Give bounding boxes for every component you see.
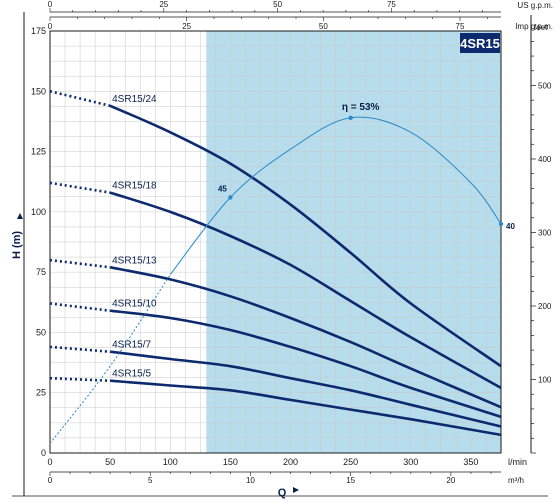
us-gpm-axis-tick-label: 75	[387, 0, 396, 9]
efficiency-peak-label: η = 53%	[342, 102, 380, 113]
y2-tick-label: 300	[538, 228, 552, 237]
head-curve-dashed	[49, 258, 111, 269]
curve-label: 4SR15/10	[112, 299, 157, 310]
y2-tick-label: 200	[538, 302, 552, 311]
head-curve-dashed	[49, 302, 111, 312]
x-tick-label: 300	[403, 457, 418, 467]
curve-label: 4SR15/18	[112, 181, 157, 192]
m3h-tick-label: 0	[48, 476, 53, 485]
imp-gpm-axis-tick-label: 75	[456, 22, 465, 31]
x-tick-label: 150	[223, 457, 238, 467]
m3h-tick-label: 10	[246, 476, 255, 485]
curve-label: 4SR15/5	[112, 369, 151, 380]
head-curve-4sr15-24	[109, 104, 502, 368]
y-tick-label: 150	[31, 86, 46, 96]
imp-gpm-axis-tick-label: 25	[182, 22, 191, 31]
curve-label: 4SR15/13	[112, 255, 157, 266]
m3h-axis-unit: m³/h	[508, 476, 524, 485]
efficiency-curve-group: 45 40 η = 53%	[49, 102, 515, 444]
x-tick-label: 350	[463, 457, 478, 467]
head-curve-4sr15-5	[109, 379, 502, 437]
imp-gpm-axis-tick-label: 0	[48, 22, 53, 31]
head-curve-4sr15-7	[109, 350, 502, 428]
model-badge: 4SR15	[460, 33, 500, 53]
m3h-tick-label: 5	[148, 476, 153, 485]
head-curve-4sr15-18	[109, 191, 502, 390]
x-tick-label: 50	[105, 457, 115, 467]
m3h-tick-label: 20	[446, 476, 455, 485]
y-tick-label: 100	[31, 207, 46, 217]
imp-gpm-axis-tick-label: 50	[319, 22, 328, 31]
y2-axis: 100 200 300 400 500 feet	[530, 15, 552, 454]
y-axis-arrow-icon	[17, 213, 23, 219]
imp-gpm-axis-unit: Imp g.p.m.	[515, 22, 553, 31]
y-tick-label: 75	[36, 267, 46, 277]
head-curve-4sr15-10	[109, 309, 502, 419]
x-axis-unit: l/min	[508, 457, 527, 467]
head-curves: 4SR15/24 4SR15/18 4SR15/13 4SR15/10 4SR15/7 4…	[49, 90, 502, 437]
head-curve-dashed	[49, 345, 111, 353]
y-tick-label: 0	[41, 448, 46, 458]
efficiency-point	[228, 195, 233, 200]
y-tick-label: 50	[36, 327, 46, 337]
x-tick-label: 100	[163, 457, 178, 467]
y-tick-label: 25	[36, 388, 46, 398]
x-tick-label: 200	[283, 457, 298, 467]
efficiency-curve-dashed	[49, 274, 171, 444]
efficiency-peak-point	[348, 115, 353, 121]
us-gpm-axis-unit: US g.p.m.	[517, 1, 553, 10]
y-tick-label: 125	[31, 147, 46, 157]
head-curve-dashed	[49, 181, 111, 194]
y-tick-label: 175	[31, 26, 46, 36]
us-gpm-axis-tick-label: 50	[273, 0, 282, 9]
m3h-tick-label: 15	[346, 476, 355, 485]
efficiency-point-label: 45	[218, 184, 227, 193]
top-axes: 0 25 50 75 US g.p.m. 0 25 50 75 Imp g.p.m.	[48, 0, 553, 31]
y2-tick-label: 500	[538, 81, 552, 90]
efficiency-point	[498, 221, 504, 227]
x-axis-title: Q	[278, 487, 287, 499]
model-badge-label: 4SR15	[460, 36, 500, 51]
head-curve-dashed	[49, 90, 111, 108]
y2-axis-unit: feet	[534, 23, 548, 32]
x-axes: 0 50 100 150 200 250 300 350 l/min 0 5 10 15 20 m³/h Q	[12, 457, 548, 499]
x-axis-arrow-icon	[293, 487, 299, 493]
us-gpm-axis-tick-label: 25	[159, 0, 168, 9]
curve-label: 4SR15/24	[112, 94, 157, 105]
head-curve-dashed	[49, 376, 111, 382]
y-axis: 0 25 50 75 100 125 150 175 H (m)	[11, 12, 46, 496]
y2-tick-label: 100	[538, 375, 552, 384]
curve-label: 4SR15/7	[112, 340, 151, 351]
y-axis-title: H (m)	[11, 231, 23, 259]
plot-frame	[49, 30, 502, 454]
head-curve-4sr15-13	[109, 266, 502, 409]
efficiency-point-label: 40	[506, 222, 515, 231]
us-gpm-axis-tick-label: 0	[48, 0, 53, 9]
y2-tick-label: 400	[538, 155, 552, 164]
model-badge-box	[460, 33, 500, 53]
x-tick-label: 250	[343, 457, 358, 467]
x-tick-label: 0	[47, 457, 52, 467]
